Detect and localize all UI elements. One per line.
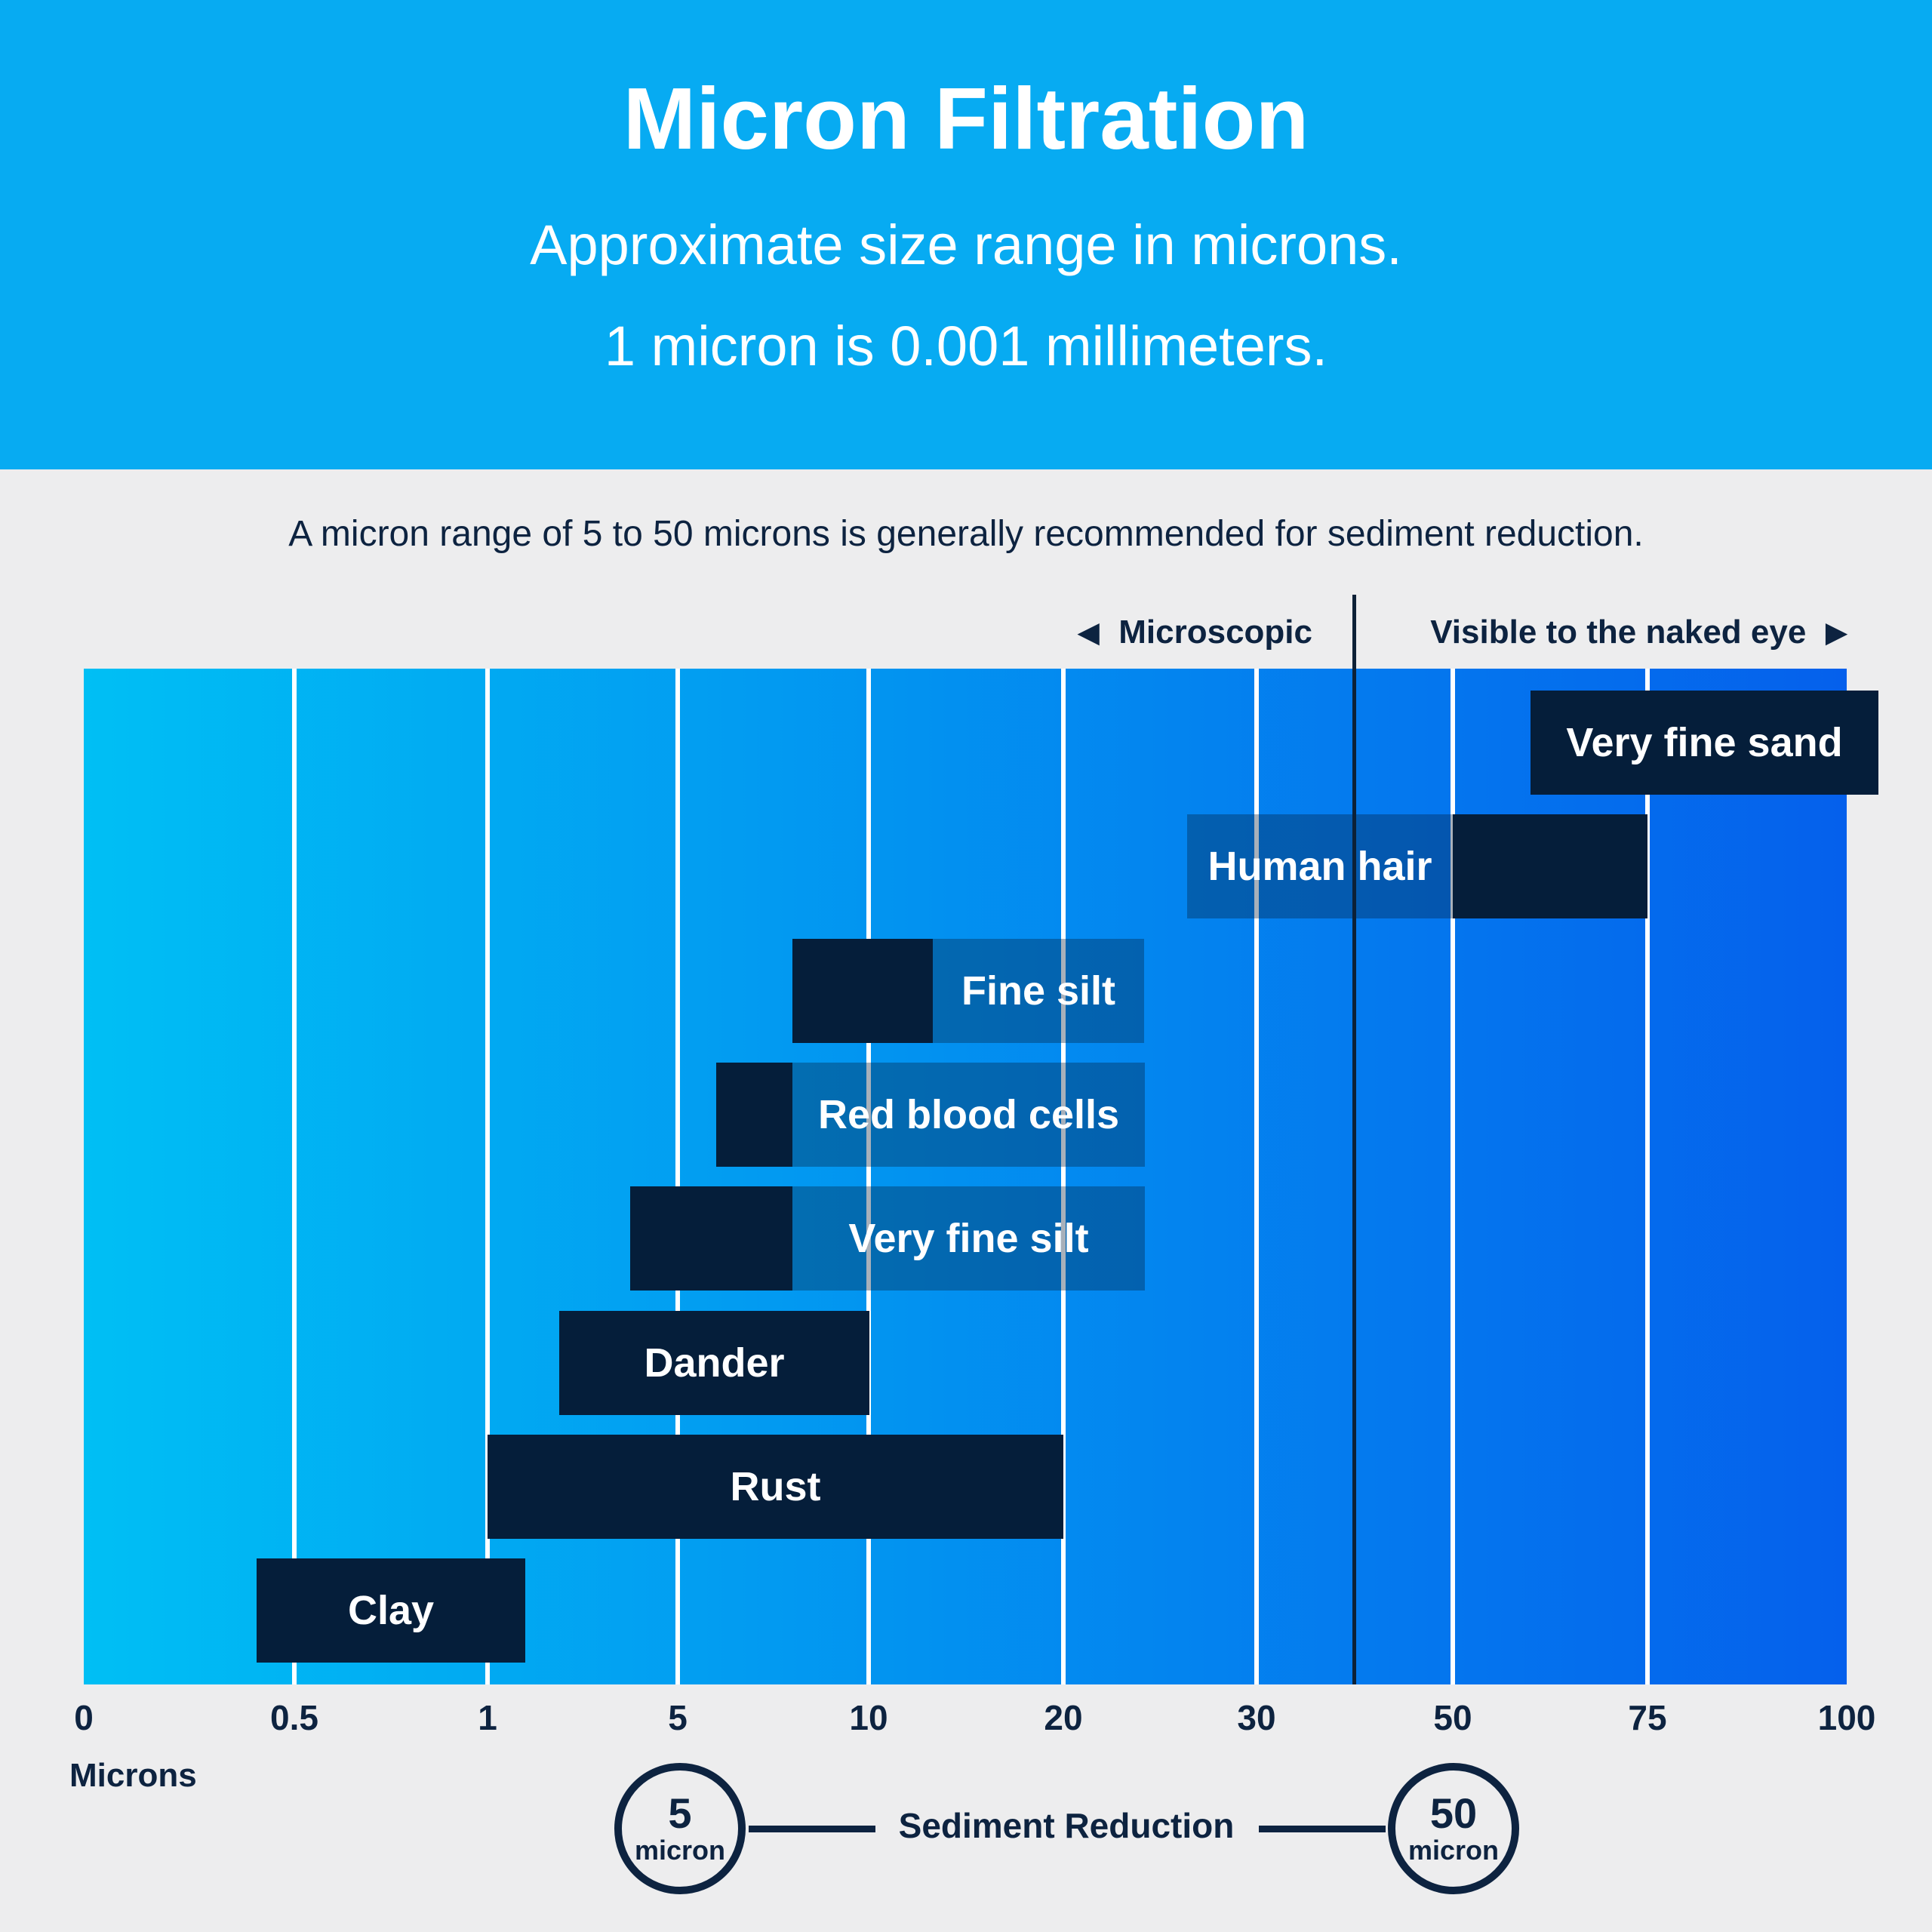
legend-50-unit: micron [1407, 1835, 1500, 1866]
gridline-10 [866, 669, 871, 1684]
subtitle-line-1: Approximate size range in microns. [530, 214, 1402, 276]
microscopic-label: Microscopic [1118, 614, 1312, 651]
page-subtitle: Approximate size range in microns. 1 mic… [0, 195, 1932, 397]
tick-label-50: 50 [1433, 1698, 1472, 1737]
micron-range-chart: Very fine sand Human hair Fine silt Red blo… [84, 669, 1878, 1684]
right-arrow-icon: ▶ [1826, 617, 1847, 648]
bar-label-box-human-hair: Human hair [1187, 814, 1453, 918]
legend-circle-5-micron: 5 micron [614, 1763, 746, 1894]
bar-label-human-hair: Human hair [1208, 844, 1432, 889]
header-banner [0, 0, 1932, 469]
recommendation-note: A micron range of 5 to 50 microns is gen… [288, 514, 1644, 554]
bar-very-fine-sand: Very fine sand [1531, 691, 1878, 795]
gridline-50 [1451, 669, 1455, 1684]
legend-circle-50-micron: 50 micron [1388, 1763, 1519, 1894]
bar-label-red-blood-cells: Red blood cells [817, 1092, 1120, 1137]
bar-label-very-fine-silt: Very fine silt [848, 1216, 1089, 1261]
bar-label-clay: Clay [347, 1588, 435, 1633]
bar-label-box-very-fine-silt: Very fine silt [792, 1186, 1145, 1291]
legend-50-value: 50 [1429, 1789, 1478, 1837]
bar-label-very-fine-sand: Very fine sand [1566, 720, 1843, 765]
tick-label-20: 20 [1044, 1698, 1083, 1737]
bar-label-fine-silt: Fine silt [961, 968, 1116, 1014]
bar-label-box-red-blood-cells: Red blood cells [792, 1063, 1145, 1167]
bar-rust: Rust [488, 1435, 1063, 1539]
left-arrow-icon: ◀ [1078, 617, 1100, 648]
gridline-75 [1645, 669, 1650, 1684]
visibility-divider-line [1352, 595, 1356, 1684]
bar-label-box-fine-silt: Fine silt [933, 939, 1144, 1043]
gridline-30 [1254, 669, 1259, 1684]
page-title: Micron Filtration [623, 69, 1309, 168]
tick-label-0.5: 0.5 [270, 1698, 318, 1737]
bar-fine-silt [792, 939, 933, 1043]
bar-label-dander: Dander [644, 1340, 785, 1386]
axis-unit-label: Microns [69, 1757, 197, 1794]
bar-label-rust: Rust [730, 1464, 821, 1509]
tick-label-5: 5 [668, 1698, 688, 1737]
sediment-reduction-label: Sediment Reduction [898, 1806, 1235, 1845]
gridline-0.5 [292, 669, 297, 1684]
gridline-1 [485, 669, 490, 1684]
visible-to-naked-eye-label: Visible to the naked eye [1430, 614, 1807, 651]
gridline-20 [1061, 669, 1066, 1684]
tick-label-1: 1 [478, 1698, 497, 1737]
legend-connector-line-right [1259, 1826, 1386, 1832]
bar-dander: Dander [559, 1311, 869, 1415]
legend-connector-line-left [749, 1826, 875, 1832]
bar-red-blood-cells [716, 1063, 792, 1167]
legend-5-value: 5 [668, 1789, 692, 1837]
gridline-5 [675, 669, 680, 1684]
tick-label-30: 30 [1237, 1698, 1276, 1737]
tick-label-0: 0 [74, 1698, 94, 1737]
tick-label-10: 10 [849, 1698, 888, 1737]
bar-very-fine-silt [630, 1186, 792, 1291]
bar-human-hair [1453, 814, 1647, 918]
tick-label-100: 100 [1817, 1698, 1876, 1737]
visible-label-group: Visible to the naked eye ▶ [1430, 608, 1847, 657]
tick-label-75: 75 [1628, 1698, 1667, 1737]
bar-clay: Clay [257, 1558, 525, 1663]
legend-5-unit: micron [634, 1835, 726, 1866]
subtitle-line-2: 1 micron is 0.001 millimeters. [604, 315, 1328, 377]
microscopic-label-group: ◀ Microscopic [1078, 608, 1312, 657]
